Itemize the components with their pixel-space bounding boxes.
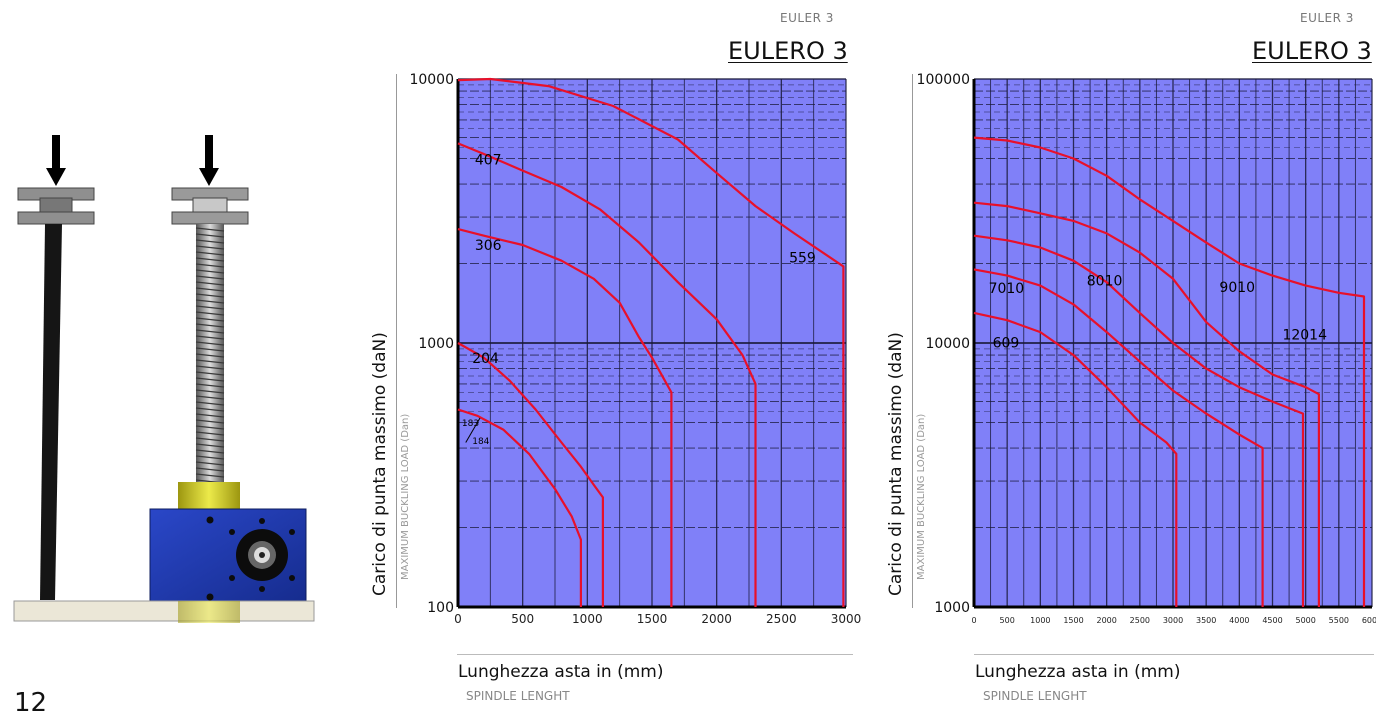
chart1-series-line [457,408,582,607]
chart2-curve-label: 9010 [1219,280,1255,296]
chart1-curve-label: 183 [462,419,479,429]
chart1-curve-label: 559 [789,250,816,266]
chart2-x-tick-label: 1000 [1030,616,1050,625]
chart2-header-small: EULER 3 [1300,11,1354,25]
page-number: 12 [14,688,48,718]
chart1-curve-label: 306 [475,238,502,254]
chart1-x-tick-label: 2000 [701,612,732,626]
chart1-x-tick-label: 0 [454,612,462,626]
chart1-x-tick-label: 500 [511,612,534,626]
chart2-y-tick-label: 1000 [934,600,970,616]
chart2-series-line [973,268,1264,607]
chart2-series-line [973,234,1305,607]
chart1-plot: 0 500 1000 1500 2000 2500 3000 100 1000 10000 559 4… [409,72,862,626]
chart2-y-tick-label: 100000 [917,72,970,88]
chart2-title: EULERO 3 [1252,37,1372,65]
spindle-jack-illustration [13,135,315,623]
chart2-x-tick-label: 0 [971,616,976,625]
base-plate [13,600,315,622]
chart1-label-slash [465,417,481,443]
left-load-plate [17,187,95,225]
chart2-y-tick-label: 10000 [925,336,970,352]
chart2-curve-label: 609 [993,336,1020,352]
chart1-y-tick-label: 10000 [409,72,454,88]
left-arrow-icon [46,135,66,186]
chart1-x-tick-label: 3000 [831,612,862,626]
chart1-y-tick-label: 100 [427,600,454,616]
chart2-series-line [973,136,1366,607]
chart2-x-tick-label: 3500 [1196,616,1216,625]
right-load-plate [171,187,249,225]
chart1-grid [457,78,847,608]
chart2-x-tick-label: 5500 [1329,616,1349,625]
chart2-x-tick-label: 4500 [1262,616,1282,625]
chart1-series-line [457,228,673,607]
chart2-x-tick-label: 2000 [1096,616,1116,625]
chart2-xlabel: Lunghezza asta in (mm) [975,662,1181,682]
chart2-x-tick-label: 3000 [1163,616,1183,625]
chart1-curve-label: 184 [472,437,489,447]
chart2-plot: 0 500 1000 1500 2000 2500 3000 3500 4000 4500 5000… [917,72,1376,625]
chart1-title: EULERO 3 [728,37,848,65]
chart2-series-line [973,311,1178,607]
chart2-x-tick-label: 2500 [1130,616,1150,625]
chart2-series-line [973,201,1320,607]
chart2-xlabel-sub: SPINDLE LENGHT [983,689,1087,703]
chart1-header-small: EULER 3 [780,11,834,25]
chart2-y-rule [912,74,913,608]
chart1-xlabel: Lunghezza asta in (mm) [458,662,664,682]
chart2-curve-label: 12014 [1282,328,1327,344]
chart1-x-tick-label: 1000 [572,612,603,626]
chart1-y-rule [396,74,397,608]
chart1-series-line [457,142,757,607]
buckled-spindle [40,224,62,600]
chart2-x-tick-label: 500 [1000,616,1015,625]
right-arrow-icon [199,135,219,186]
chart2-curve-label: 7010 [989,281,1025,297]
chart2-x-tick-label: 4000 [1229,616,1249,625]
yellow-sleeve [178,482,240,510]
chart2-x-rule [974,654,1374,655]
chart1-curve-label: 204 [472,351,499,367]
chart2-x-tick-label: 6000 [1362,616,1376,625]
chart1-series-line [457,342,604,607]
chart2-curve-label: 8010 [1087,274,1123,290]
chart1-x-tick-label: 1500 [637,612,668,626]
chart1-ylabel: Carico di punta massimo (daN) [370,332,390,596]
chart1-xlabel-sub: SPINDLE LENGHT [466,689,570,703]
chart1-series-line [457,77,845,607]
chart1-x-rule [457,654,853,655]
chart2-x-tick-label: 5000 [1295,616,1315,625]
chart2-ylabel: Carico di punta massimo (daN) [886,332,906,596]
chart1-y-tick-label: 1000 [418,336,454,352]
chart1-x-tick-label: 2500 [766,612,797,626]
chart2-x-tick-label: 1500 [1063,616,1083,625]
chart1-curve-label: 407 [475,152,502,168]
